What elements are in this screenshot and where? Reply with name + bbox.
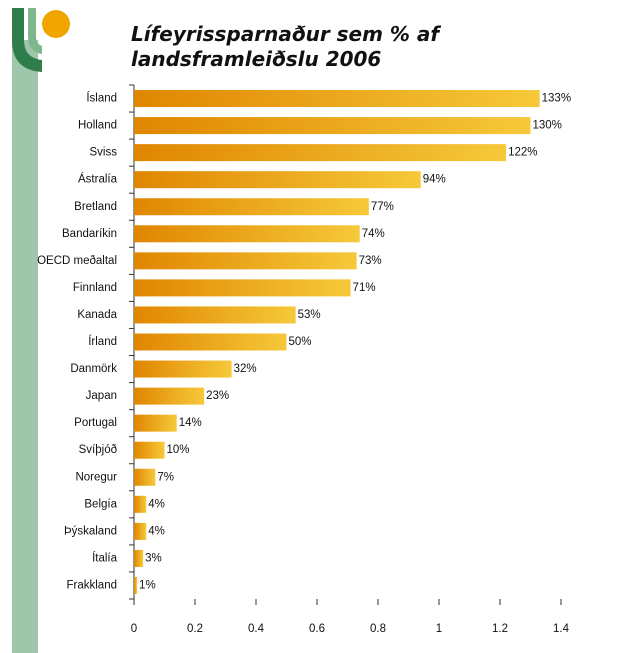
bar: [134, 522, 147, 540]
value-label: 94%: [423, 174, 446, 186]
bar: [134, 225, 360, 243]
y-tick-label: Ítalía: [92, 551, 118, 564]
x-tick-label: 1: [436, 623, 442, 635]
bar: [134, 90, 540, 108]
logo: [12, 8, 70, 72]
bar: [134, 144, 507, 162]
bar: [134, 279, 351, 297]
value-label: 3%: [145, 552, 162, 564]
x-tick-label: 1.4: [553, 623, 570, 635]
y-tick-label: Portugal: [74, 417, 117, 429]
value-label: 50%: [289, 336, 312, 348]
bar: [134, 306, 296, 324]
value-label: 4%: [148, 525, 165, 537]
value-label: 10%: [167, 444, 190, 456]
chart-title: landsframleiðslu 2006: [131, 47, 381, 71]
y-tick-label: Holland: [78, 120, 117, 132]
x-tick-label: 1.2: [492, 623, 508, 635]
bar: [134, 414, 177, 432]
y-tick-label: Ísland: [86, 92, 117, 105]
bar: [134, 387, 205, 405]
bar: [134, 441, 165, 459]
value-label: 4%: [148, 498, 165, 510]
value-label: 130%: [533, 120, 562, 132]
x-tick-label: 0: [131, 623, 137, 635]
bar: [134, 252, 357, 270]
y-tick-label: Noregur: [75, 471, 117, 483]
value-label: 77%: [371, 201, 394, 213]
value-label: 74%: [362, 228, 385, 240]
y-tick-label: Frakkland: [67, 580, 118, 592]
y-tick-label: Kanada: [77, 309, 117, 321]
value-label: 73%: [359, 255, 382, 267]
y-tick-label: Finnland: [73, 282, 117, 294]
bar: [134, 549, 144, 567]
value-label: 7%: [157, 471, 174, 483]
y-tick-label: Írland: [88, 335, 117, 348]
value-label: 14%: [179, 417, 202, 429]
x-tick-label: 0.4: [248, 623, 265, 635]
y-tick-label: Belgía: [84, 498, 117, 510]
y-tick-label: Danmörk: [70, 363, 117, 375]
value-label: 1%: [139, 580, 156, 592]
bar: [134, 495, 147, 513]
value-label: 122%: [508, 147, 537, 159]
y-tick-label: Bretland: [74, 201, 117, 213]
y-tick-label: Sviss: [90, 147, 118, 159]
value-label: 53%: [298, 309, 321, 321]
y-tick-label: Svíþjóð: [79, 444, 117, 456]
chart-title: Lífeyrissparnaður sem % af: [131, 22, 441, 46]
y-tick-label: OECD meðaltal: [37, 255, 117, 267]
y-tick-label: Þýskaland: [64, 525, 117, 537]
bar: [134, 171, 421, 189]
bar: [134, 333, 287, 351]
x-tick-label: 0.8: [370, 623, 386, 635]
y-tick-label: Ástralía: [78, 173, 118, 186]
value-label: 71%: [353, 282, 376, 294]
bar: [134, 198, 369, 216]
y-tick-label: Japan: [86, 390, 117, 402]
value-label: 32%: [234, 363, 257, 375]
bar: [134, 576, 138, 594]
side-band: [12, 40, 38, 653]
x-tick-label: 0.2: [187, 623, 203, 635]
x-tick-label: 0.6: [309, 623, 325, 635]
value-label: 133%: [542, 93, 571, 105]
y-tick-label: Bandaríkin: [62, 228, 117, 240]
bar: [134, 117, 531, 135]
bar: [134, 360, 232, 378]
value-label: 23%: [206, 390, 229, 402]
bar: [134, 468, 156, 486]
